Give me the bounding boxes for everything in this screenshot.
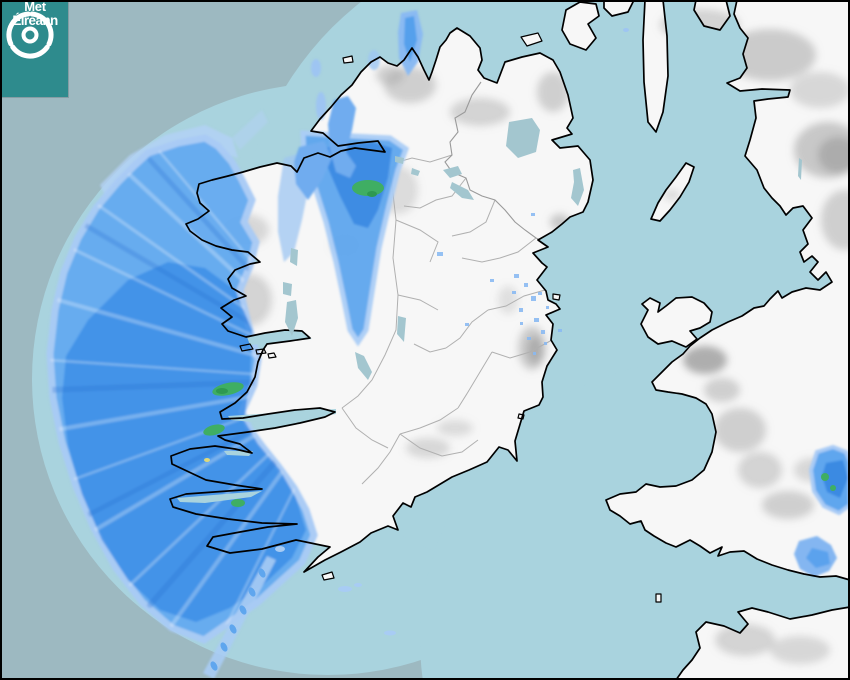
cyclone-spiral-icon <box>6 11 54 59</box>
intense-rain-cells <box>203 180 836 507</box>
streak-echoes <box>210 28 629 671</box>
precipitation-overlay <box>46 10 848 678</box>
strangford-lough <box>571 168 584 206</box>
donegal-coast-rain <box>328 96 356 178</box>
dublin-rain-specks <box>437 213 562 355</box>
logo-text-met: Met <box>24 0 46 14</box>
met-eireann-logo: Met Éireann <box>2 2 68 97</box>
county-boundaries <box>341 151 553 485</box>
lakes <box>283 118 802 380</box>
lough-neagh <box>506 118 540 158</box>
